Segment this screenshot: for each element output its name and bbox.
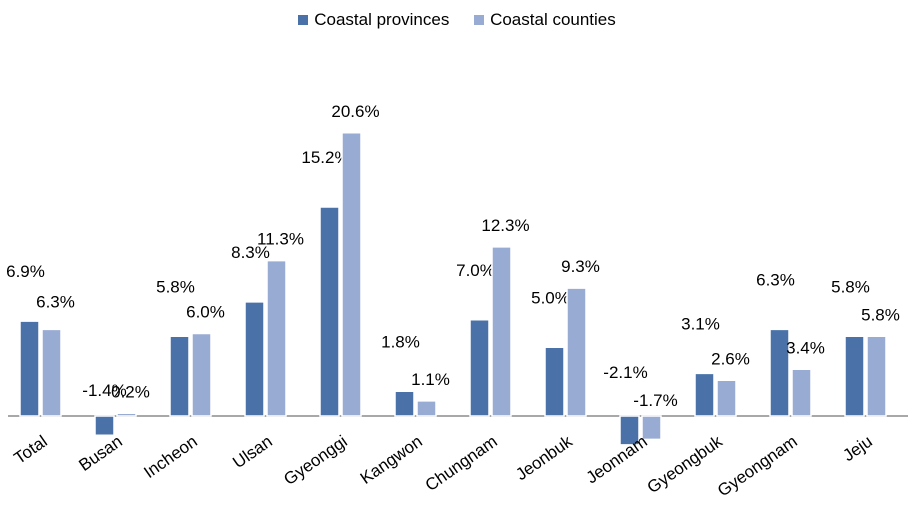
legend-label-series-2: Coastal counties: [490, 10, 616, 29]
legend-item-series-1: Coastal provinces: [298, 10, 449, 30]
bar-1-jeju: [844, 335, 865, 417]
category-label-jeju: Jeju: [839, 432, 875, 465]
data-label-2-gyeongnam: 3.4%: [786, 338, 825, 357]
data-label-2-busan: 0.2%: [111, 382, 150, 401]
bar-2-gyeongnam: [791, 368, 812, 417]
data-label-2-jeonbuk: 9.3%: [561, 257, 600, 276]
bar-1-ulsan: [244, 301, 265, 417]
bar-2-jeju: [866, 335, 887, 417]
bar-1-kangwon: [394, 390, 415, 417]
data-label-2-jeju: 5.8%: [861, 305, 900, 324]
bar-1-jeonnam: [619, 415, 640, 446]
bar-2-chungnam: [491, 246, 512, 417]
data-label-1-gyeonggi: 15.2%: [301, 148, 349, 167]
data-label-1-jeonnam: -2.1%: [603, 363, 647, 382]
bar-1-busan: [94, 415, 115, 436]
data-label-1-ulsan: 8.3%: [231, 243, 270, 262]
data-label-2-kangwon: 1.1%: [411, 370, 450, 389]
bar-1-gyeonggi: [319, 206, 340, 417]
legend-item-series-2: Coastal counties: [474, 10, 616, 30]
data-label-1-jeju: 5.8%: [831, 277, 870, 296]
category-label-gyeonggi: Gyeonggi: [280, 432, 351, 489]
data-label-1-chungnam: 7.0%: [456, 261, 495, 280]
data-label-1-gyeongbuk: 3.1%: [681, 314, 720, 333]
category-label-kangwon: Kangwon: [357, 432, 426, 488]
category-label-ulsan: Ulsan: [229, 432, 276, 472]
legend: Coastal provinces Coastal counties: [0, 10, 914, 30]
category-label-gyeongbuk: Gyeongbuk: [644, 431, 727, 497]
data-label-1-kangwon: 1.8%: [381, 332, 420, 351]
data-label-2-total: 6.3%: [36, 292, 75, 311]
bar-2-ulsan: [266, 259, 287, 417]
bar-2-gyeongbuk: [716, 379, 737, 417]
data-label-1-jeonbuk: 5.0%: [531, 288, 570, 307]
bar-2-jeonnam: [641, 415, 662, 441]
bar-2-jeonbuk: [566, 287, 587, 417]
category-label-jeonnam: Jeonnam: [583, 432, 651, 488]
data-label-1-incheon: 5.8%: [156, 277, 195, 296]
category-label-busan: Busan: [75, 432, 125, 475]
data-label-2-incheon: 6.0%: [186, 303, 225, 322]
category-label-chungnam: Chungnam: [422, 432, 501, 495]
bar-1-jeonbuk: [544, 346, 565, 417]
bar-1-gyeongnam: [769, 328, 790, 417]
data-label-1-gyeongnam: 6.3%: [756, 270, 795, 289]
data-label-2-jeonnam: -1.7%: [633, 391, 677, 410]
legend-swatch-series-1: [298, 15, 309, 25]
legend-swatch-series-2: [474, 15, 485, 25]
bar-2-total: [41, 328, 62, 417]
data-label-2-gyeonggi: 20.6%: [331, 102, 379, 121]
bar-1-gyeongbuk: [694, 372, 715, 417]
bar-2-incheon: [191, 332, 212, 417]
bar-2-kangwon: [416, 400, 437, 417]
bar-2-busan: [116, 412, 137, 417]
data-label-2-ulsan: 11.3%: [257, 230, 304, 249]
data-label-1-total: 6.9%: [6, 262, 45, 281]
legend-label-series-1: Coastal provinces: [314, 10, 450, 29]
bar-1-incheon: [169, 335, 190, 417]
category-label-incheon: Incheon: [140, 432, 200, 482]
data-label-1-busan: -1.4%: [82, 381, 126, 400]
category-label-total: Total: [10, 432, 50, 468]
bar-2-gyeonggi: [341, 132, 362, 417]
category-label-jeonbuk: Jeonbuk: [512, 431, 576, 484]
bar-1-chungnam: [469, 319, 490, 417]
bar-1-total: [19, 320, 40, 417]
data-label-2-gyeongbuk: 2.6%: [711, 349, 750, 368]
data-label-2-chungnam: 12.3%: [481, 216, 529, 235]
category-label-gyeongnam: Gyeongnam: [714, 432, 801, 501]
